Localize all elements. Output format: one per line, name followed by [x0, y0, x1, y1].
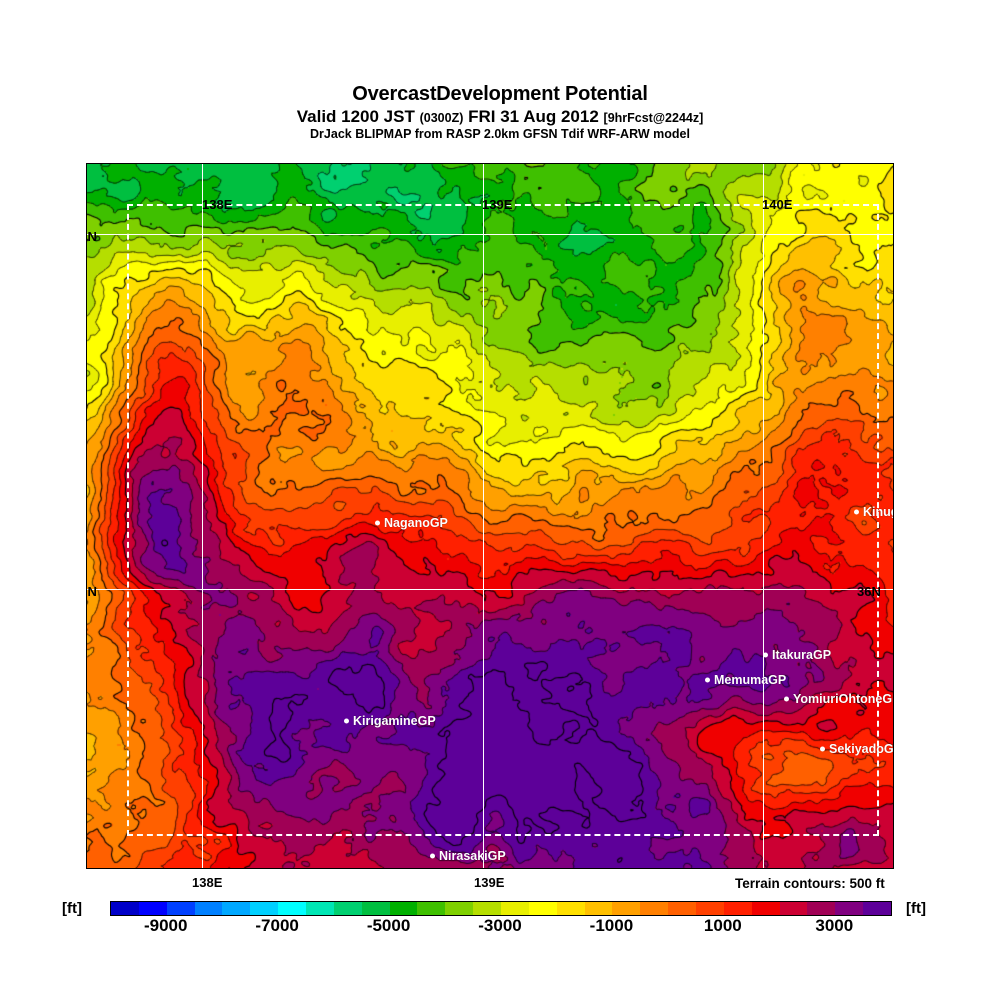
title-block: OvercastDevelopment Potential Valid 1200… [0, 84, 1000, 141]
colorbar-tick--1000: -1000 [589, 916, 634, 935]
station-label: MemumaGP [714, 672, 787, 687]
colorbar-swatch-7 [306, 902, 334, 915]
colorbar-tick-1000: 1000 [703, 916, 742, 935]
colorbar-tick--3000: -3000 [478, 916, 522, 935]
graticule-lat-36n [87, 589, 893, 590]
colorbar-swatch-20 [668, 902, 697, 915]
forecast-tag: [9hrFcst@2244z] [603, 111, 704, 125]
station-marker-nirasaki[interactable]: NirasakiGP [430, 850, 506, 863]
colorbar-swatch-6 [278, 902, 307, 915]
colorbar-swatch-16 [556, 902, 585, 915]
colorbar-swatch-25 [807, 902, 836, 915]
colorbar-tick--9000: -9000 [143, 916, 188, 935]
station-label: KirigamineGP [353, 713, 436, 728]
colorbar-swatch-11 [417, 902, 446, 915]
colorbar-swatch-24 [779, 902, 808, 915]
axis-lon-139e: 139E [474, 875, 505, 890]
station-dot-icon [344, 718, 349, 724]
station-label: KinugawaGP [863, 504, 893, 519]
colorbar-swatch-13 [473, 902, 502, 915]
colorbar-swatch-17 [584, 902, 613, 915]
station-marker-sekiyado[interactable]: SekiyadoGP [820, 741, 894, 756]
colorbar-swatch-14 [501, 902, 529, 915]
colorbar: [ft] [ft] -9000 -7000 -5000 -3000 -1000 1000 3… [0, 898, 1000, 938]
station-marker-nagano[interactable]: NaganoGP [375, 517, 448, 530]
station-label: ItakuraGP [772, 647, 832, 662]
colorbar-swatch-4 [222, 902, 251, 915]
station-dot-icon [430, 853, 435, 859]
valid-time-line: Valid 1200 JST (0300Z) FRI 31 Aug 2012 [… [0, 108, 1000, 125]
colorbar-swatch-15 [528, 902, 557, 915]
station-label: NaganoGP [384, 515, 448, 530]
colorbar-swatch-23 [751, 902, 780, 915]
colorbar-unit-right: [ft] [906, 900, 926, 917]
station-dot-icon [784, 696, 789, 702]
colorbar-swatch-3 [194, 902, 223, 915]
station-dot-icon [763, 652, 768, 658]
colorbar-swatch-27 [863, 902, 892, 915]
graticule-label-lat-36n-left: 36N [87, 584, 97, 599]
colorbar-swatch-2 [166, 902, 195, 915]
graticule-lon-139e [483, 164, 484, 868]
colorbar-tick-3000: 3000 [815, 916, 854, 935]
station-marker-kirigamine[interactable]: KirigamineGP [344, 715, 436, 728]
station-label: YomiuriOhtoneGP [793, 691, 894, 706]
colorbar-swatch-0 [111, 902, 139, 915]
colorbar-swatch-26 [835, 902, 864, 915]
colorbar-swatch-21 [696, 902, 724, 915]
station-dot-icon [705, 677, 710, 683]
page-title: OvercastDevelopment Potential [352, 83, 648, 105]
graticule-lon-140e [763, 164, 764, 868]
station-label: NirasakiGP [439, 848, 506, 863]
station-dot-icon [854, 509, 859, 515]
station-marker-kinugawa[interactable]: KinugawaGP [854, 504, 893, 519]
graticule-label-lat-36n-right: 36N [857, 584, 881, 599]
subdomain-boundary-box [127, 204, 879, 836]
station-label: SekiyadoGP [829, 741, 894, 756]
colorbar-tick--7000: -7000 [255, 916, 299, 935]
valid-time-date: FRI 31 Aug 2012 [463, 107, 604, 126]
colorbar-tick-group: -9000 -7000 -5000 -3000 -1000 1000 3000 [0, 916, 1000, 938]
terrain-heatmap-canvas [87, 164, 893, 868]
station-dot-icon [375, 520, 380, 526]
station-dot-icon [820, 746, 825, 752]
model-source-line: DrJack BLIPMAP from RASP 2.0km GFSN Tdif… [310, 127, 690, 141]
map-plot-area[interactable]: 138E 139E 140E 37N 36N 36N NaganoGP KinugawaGP… [86, 163, 894, 869]
colorbar-tick--5000: -5000 [366, 916, 411, 935]
graticule-label-lon-139e-top: 139E [482, 197, 513, 212]
valid-time-prefix: Valid 1200 JST [296, 107, 420, 126]
station-marker-yomiuri-ohtone[interactable]: YomiuriOhtoneGP [784, 691, 894, 706]
colorbar-gradient-strip [110, 901, 892, 916]
colorbar-swatch-1 [138, 902, 167, 915]
colorbar-swatch-9 [361, 902, 390, 915]
colorbar-swatch-10 [389, 902, 418, 915]
colorbar-swatch-12 [445, 902, 474, 915]
graticule-lat-37n [87, 234, 893, 235]
colorbar-unit-left: [ft] [62, 900, 82, 917]
graticule-lon-138e [202, 164, 203, 868]
colorbar-swatch-5 [250, 902, 279, 915]
graticule-label-lat-37n-left: 37N [87, 229, 97, 244]
colorbar-swatch-18 [612, 902, 641, 915]
graticule-label-lon-140e-top: 140E [762, 197, 793, 212]
valid-time-zulu: (0300Z) [419, 111, 464, 125]
station-marker-memuma[interactable]: MemumaGP [705, 674, 786, 687]
colorbar-swatch-22 [723, 902, 752, 915]
axis-lon-138e: 138E [192, 875, 223, 890]
colorbar-swatch-19 [640, 902, 669, 915]
graticule-label-lon-138e-top: 138E [202, 197, 233, 212]
colorbar-swatch-8 [333, 902, 362, 915]
station-marker-itakura[interactable]: ItakuraGP [763, 649, 831, 662]
terrain-contour-note: Terrain contours: 500 ft [735, 876, 885, 891]
